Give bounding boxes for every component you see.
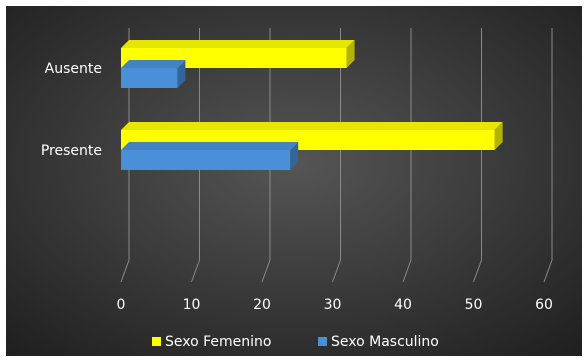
y-category-label: Ausente xyxy=(45,61,102,77)
bar-side-face xyxy=(346,40,355,68)
bar-front-face xyxy=(121,150,291,170)
gridline-floor xyxy=(543,259,553,283)
y-axis-labels: Ausente Presente xyxy=(41,61,102,159)
bar-sexo-masculino-presente xyxy=(121,142,299,170)
gridline-floor xyxy=(191,259,200,283)
legend-swatch xyxy=(318,337,327,346)
bar-side-face xyxy=(177,60,186,88)
gridline-floor xyxy=(261,259,271,283)
bar-top-face xyxy=(121,40,355,48)
gridline-floor xyxy=(402,259,412,283)
legend-label: Sexo Masculino xyxy=(331,334,439,350)
legend: Sexo Femenino Sexo Masculino xyxy=(152,334,439,350)
x-tick-label: 40 xyxy=(394,297,412,313)
gridline-floor xyxy=(120,259,130,283)
bar-sexo-masculino-ausente xyxy=(121,60,186,88)
bar-side-face xyxy=(290,142,299,170)
x-tick-label: 0 xyxy=(117,297,126,313)
bars xyxy=(121,40,503,170)
bar-top-face xyxy=(121,60,186,68)
gridline-floor xyxy=(332,259,341,283)
bar-side-face xyxy=(494,122,503,150)
legend-swatch xyxy=(152,337,161,346)
x-tick-label: 20 xyxy=(253,297,271,313)
bar-top-face xyxy=(121,122,503,130)
gridline-floor xyxy=(473,259,482,283)
legend-label: Sexo Femenino xyxy=(165,334,271,350)
x-tick-label: 30 xyxy=(324,297,342,313)
x-tick-label: 50 xyxy=(465,297,483,313)
y-category-label: Presente xyxy=(41,143,102,159)
x-tick-label: 60 xyxy=(535,297,553,313)
bar-top-face xyxy=(121,142,299,150)
bar-front-face xyxy=(121,68,178,88)
x-axis-ticks: 0 10 20 30 40 50 60 xyxy=(117,297,553,313)
x-tick-label: 10 xyxy=(183,297,201,313)
